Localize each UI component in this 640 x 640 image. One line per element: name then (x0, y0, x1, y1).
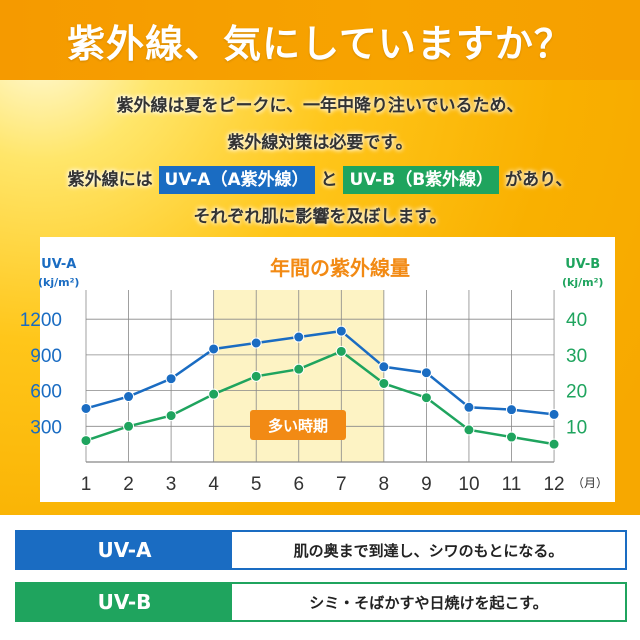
intro-line-2: 紫外線対策は必要です。 (227, 133, 413, 153)
data-point-uv-b (420, 392, 432, 404)
legend-row-uva: UV-A 肌の奥まで到達し、シワのもとになる。 (15, 530, 627, 570)
right-axis-name: UV-B (565, 257, 601, 272)
data-point-uv-a (335, 325, 347, 337)
x-tick-label: 4 (208, 474, 219, 495)
data-point-uv-b (250, 370, 262, 382)
data-point-uv-b (506, 431, 517, 443)
data-point-uv-b (165, 410, 177, 422)
data-point-uv-b (208, 388, 220, 400)
left-tick-label: 900 (30, 346, 62, 367)
series-line-uv-a (85, 329, 555, 416)
x-tick-label: 10 (458, 474, 479, 495)
uvb-tag: UV-B（B紫外線） (343, 166, 500, 194)
peak-period-badge: 多い時期 (250, 410, 346, 440)
right-tick-label: 10 (566, 417, 587, 438)
data-point-uv-b (463, 424, 475, 436)
left-tick-label: 600 (30, 382, 62, 403)
legend-panel: UV-A 肌の奥まで到達し、シワのもとになる。 UV-B シミ・そばかすや日焼け… (0, 515, 640, 640)
data-point-uv-b (80, 435, 92, 447)
data-point-uv-b (293, 363, 305, 375)
right-tick-label: 30 (566, 346, 587, 367)
data-point-uv-a (548, 408, 560, 420)
data-point-uv-a (165, 373, 177, 385)
x-unit-label: （月） (572, 476, 608, 490)
right-tick-label: 40 (566, 310, 587, 331)
x-tick-label: 5 (251, 474, 262, 495)
x-tick-label: 9 (421, 474, 432, 495)
data-point-uv-b (335, 345, 347, 357)
legend-key: UV-B (17, 584, 232, 620)
right-axis-unit: (kj/m²) (562, 276, 604, 289)
left-tick-label: 300 (30, 417, 62, 438)
x-tick-label: 6 (293, 474, 304, 495)
x-tick-label: 12 (543, 474, 564, 495)
series-line-uv-b (85, 349, 555, 446)
data-point-uv-b (548, 438, 560, 450)
intro-text-pre: 紫外線には (67, 170, 153, 190)
data-point-uv-a (80, 402, 92, 414)
data-point-uv-a (250, 337, 262, 349)
legend-desc: シミ・そばかすや日焼けを起こす。 (309, 593, 548, 612)
x-tick-label: 1 (81, 474, 92, 495)
x-tick-label: 11 (502, 474, 522, 495)
left-axis-label: UV-A (kj/m²) (38, 256, 79, 292)
data-point-uv-a (463, 401, 475, 413)
intro-text-mid: と (320, 170, 338, 190)
x-tick-label: 3 (166, 474, 177, 495)
left-tick-label: 1200 (20, 310, 62, 331)
legend-desc: 肌の奥まで到達し、シワのもとになる。 (293, 541, 564, 560)
chart-title: 年間の紫外線量 (270, 256, 410, 280)
data-point-uv-a (378, 361, 390, 373)
data-point-uv-b (378, 377, 390, 389)
intro-line-1: 紫外線は夏をピークに、一年中降り注いでいるため、 (116, 96, 524, 116)
data-point-uv-a (420, 367, 432, 379)
data-point-uv-a (123, 391, 135, 403)
intro-line-3: 紫外線には UV-A（A紫外線） と UV-B（B紫外線） があり、 (0, 162, 640, 199)
x-tick-label: 8 (379, 474, 390, 495)
header-title: 紫外線、気にしていますか？ (67, 21, 573, 66)
left-axis-unit: (kj/m²) (38, 276, 80, 289)
data-point-uv-a (293, 331, 305, 343)
intro-text: 紫外線は夏をピークに、一年中降り注いでいるため、 紫外線対策は必要です。 紫外線… (0, 88, 640, 236)
intro-line-4: それぞれ肌に影響を及ぼします。 (193, 207, 447, 227)
data-point-uv-a (208, 343, 220, 355)
x-tick-label: 7 (336, 474, 347, 495)
intro-text-post: があり、 (505, 170, 573, 190)
data-point-uv-a (506, 404, 517, 416)
legend-key: UV-A (17, 532, 232, 568)
legend-row-uvb: UV-B シミ・そばかすや日焼けを起こす。 (15, 582, 627, 622)
data-point-uv-b (123, 420, 135, 432)
right-axis-label: UV-B (kj/m²) (562, 256, 603, 292)
left-axis-name: UV-A (41, 257, 77, 272)
right-tick-label: 20 (566, 382, 587, 403)
x-tick-label: 2 (123, 474, 134, 495)
uva-tag: UV-A（A紫外線） (158, 166, 315, 194)
page-header: 紫外線、気にしていますか？ (0, 0, 640, 80)
